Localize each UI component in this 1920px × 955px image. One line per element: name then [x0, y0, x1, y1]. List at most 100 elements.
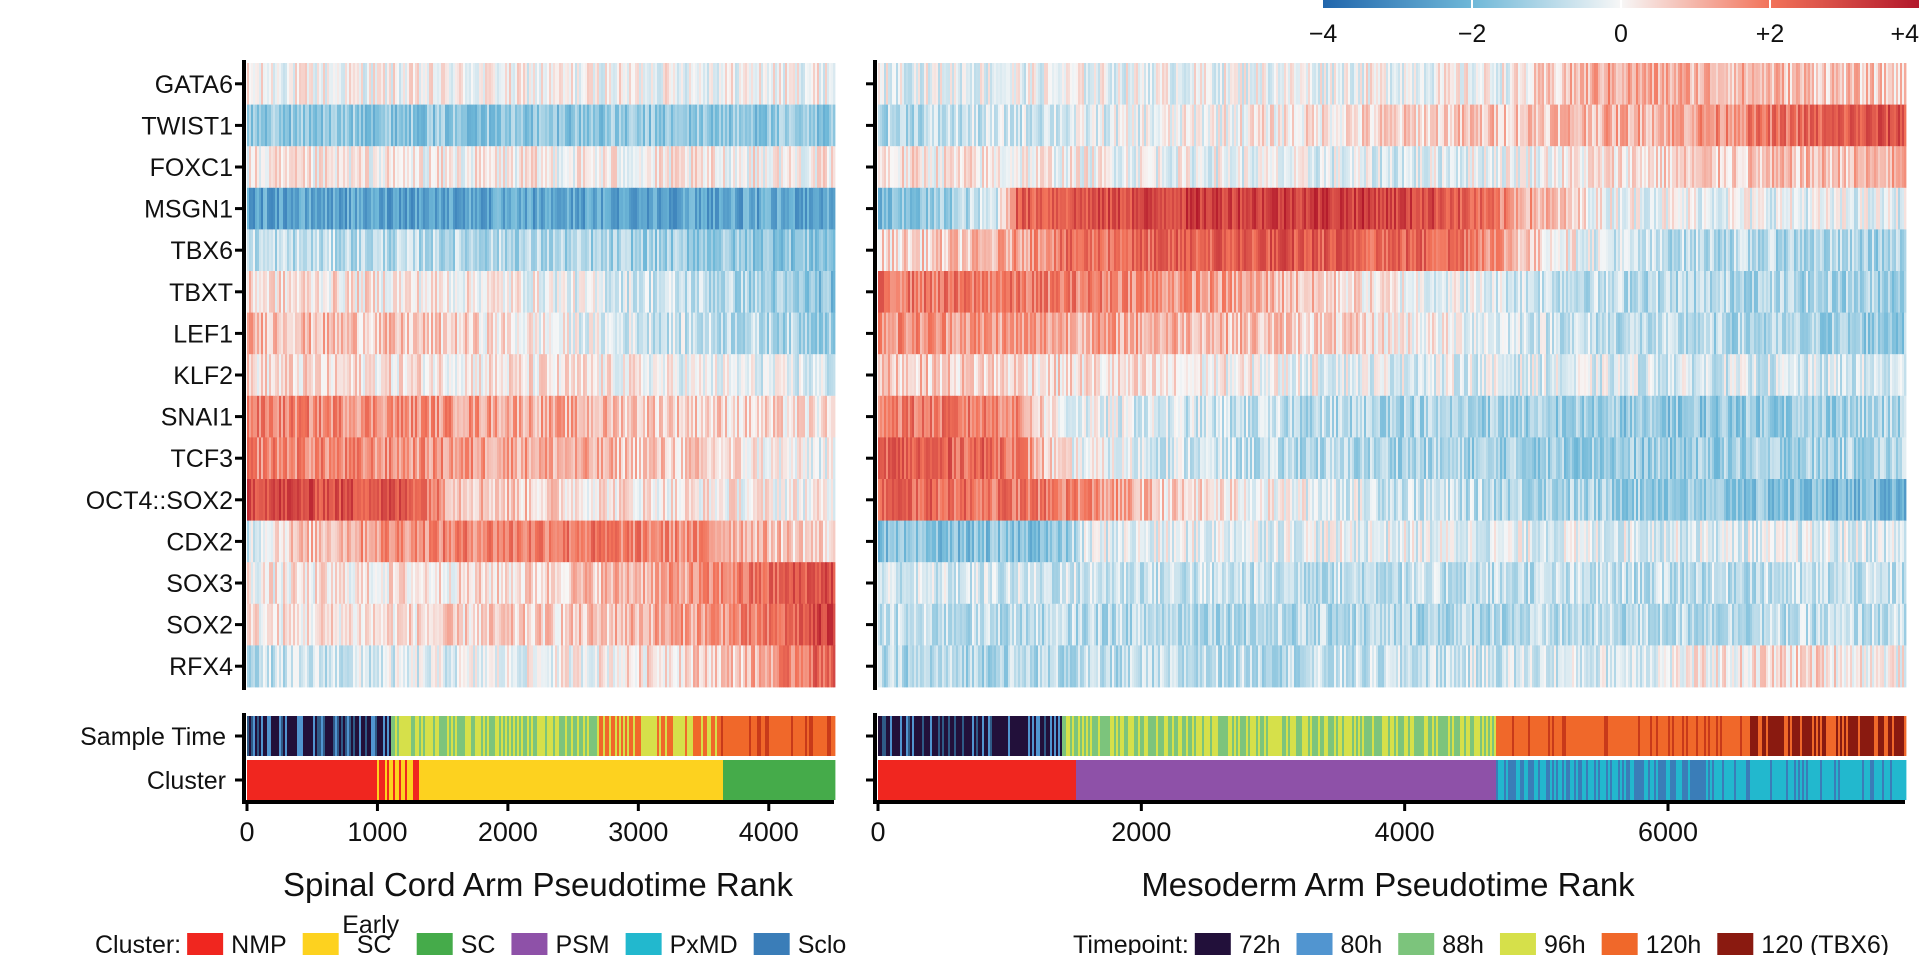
heatmap-cell	[341, 271, 344, 313]
heatmap-cell	[717, 187, 720, 230]
heatmap-cell	[327, 63, 330, 105]
heatmap-cell	[563, 63, 566, 105]
heatmap-cell	[249, 229, 252, 272]
heatmap-cell	[399, 271, 402, 313]
heatmap-cell	[537, 104, 540, 147]
heatmap-cell	[705, 229, 708, 272]
heatmap-cell	[329, 312, 332, 355]
heatmap-cell	[407, 146, 410, 189]
heatmap-cell	[689, 312, 692, 355]
heatmap-cell	[289, 229, 292, 272]
heatmap-cell	[327, 354, 330, 397]
heatmap-cell	[763, 395, 766, 438]
heatmap-cell	[623, 104, 626, 147]
heatmap-cell	[463, 104, 466, 147]
heatmap-cell	[373, 229, 376, 272]
heatmap-cell	[299, 312, 302, 355]
heatmap-cell	[807, 395, 810, 438]
heatmap-cell	[479, 146, 482, 189]
heatmap-cell	[283, 104, 286, 147]
heatmap-cell	[303, 354, 306, 397]
heatmap-cell	[531, 146, 534, 189]
heatmap-cell	[429, 271, 432, 313]
heatmap-cell	[631, 312, 634, 355]
heatmap-cell	[801, 437, 804, 480]
heatmap-cell	[779, 312, 782, 355]
heatmap-cell	[421, 187, 424, 230]
heatmap-cell	[731, 63, 734, 105]
heatmap-cell	[533, 229, 536, 272]
heatmap-cell	[663, 395, 666, 438]
heatmap-cell	[271, 437, 274, 480]
heatmap-cell	[281, 187, 284, 230]
heatmap-cell	[571, 354, 574, 397]
heatmap-cell	[283, 395, 286, 438]
heatmap-cell	[827, 354, 830, 397]
heatmap-cell	[677, 312, 680, 355]
heatmap-cell	[513, 187, 516, 230]
heatmap-cell	[343, 354, 346, 397]
heatmap-cell	[585, 63, 588, 105]
heatmap-cell	[451, 354, 454, 397]
heatmap-cell	[315, 146, 318, 189]
heatmap-cell	[611, 437, 614, 480]
heatmap-cell	[773, 271, 776, 313]
heatmap-cell	[609, 312, 612, 355]
heatmap-cell	[605, 479, 608, 521]
heatmap-cell	[615, 479, 618, 521]
heatmap-cell	[271, 63, 274, 105]
heatmap-cell	[383, 146, 386, 189]
heatmap-cell	[261, 229, 264, 272]
heatmap-cell	[421, 395, 424, 438]
heatmap-cell	[511, 354, 514, 397]
heatmap-cell	[345, 104, 348, 147]
heatmap-cell	[341, 104, 344, 147]
heatmap-cell	[675, 312, 678, 355]
heatmap-cell	[381, 437, 384, 480]
heatmap-cell	[341, 479, 344, 521]
heatmap-cell	[627, 312, 630, 355]
heatmap-cell	[603, 146, 606, 189]
heatmap-cell	[773, 187, 776, 230]
heatmap-cell	[801, 63, 804, 105]
heatmap-cell	[775, 229, 778, 272]
heatmap-cell	[491, 354, 494, 397]
heatmap-cell	[333, 395, 336, 438]
heatmap-cell	[661, 187, 664, 230]
heatmap-cell	[541, 271, 544, 313]
heatmap-cell	[795, 271, 798, 313]
heatmap-cell	[519, 395, 522, 438]
heatmap-cell	[505, 354, 508, 397]
heatmap-cell	[623, 312, 626, 355]
heatmap-cell	[473, 63, 476, 105]
heatmap-cell	[829, 271, 832, 313]
heatmap-cell	[771, 395, 774, 438]
heatmap-cell	[295, 312, 298, 355]
heatmap-cell	[431, 146, 434, 189]
heatmap-cell	[739, 479, 742, 521]
heatmap-cell	[583, 63, 586, 105]
heatmap-cell	[439, 312, 442, 355]
heatmap-cell	[323, 104, 326, 147]
heatmap-cell	[307, 229, 310, 272]
heatmap-cell	[607, 437, 610, 480]
heatmap-cell	[459, 354, 462, 397]
heatmap-cell	[527, 354, 530, 397]
heatmap-cell	[383, 187, 386, 230]
heatmap-cell	[327, 104, 330, 147]
heatmap-cell	[421, 229, 424, 272]
heatmap-cell	[309, 104, 312, 147]
heatmap-cell	[635, 146, 638, 189]
heatmap-cell	[751, 229, 754, 272]
heatmap-cell	[409, 271, 412, 313]
heatmap-cell	[383, 229, 386, 272]
heatmap-cell	[367, 229, 370, 272]
heatmap-cell	[631, 146, 634, 189]
heatmap-cell	[295, 437, 298, 480]
heatmap-cell	[645, 271, 648, 313]
heatmap-cell	[327, 187, 330, 230]
heatmap-cell	[829, 63, 832, 105]
heatmap-cell	[271, 479, 274, 521]
heatmap-cell	[691, 271, 694, 313]
heatmap-cell	[279, 271, 282, 313]
